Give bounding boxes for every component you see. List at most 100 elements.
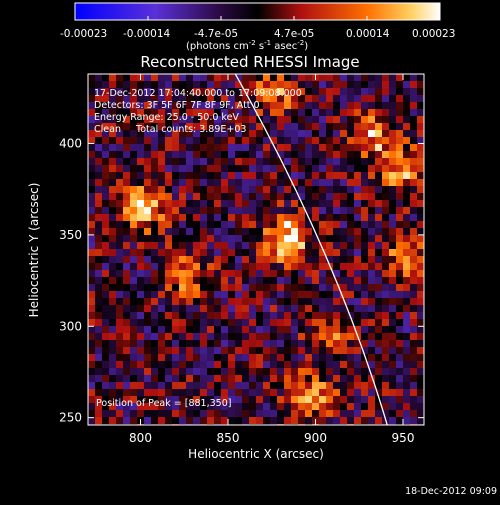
image-pixel — [291, 130, 298, 137]
image-pixel — [130, 242, 137, 249]
image-pixel — [130, 410, 137, 417]
image-pixel — [375, 172, 382, 179]
image-pixel — [270, 326, 277, 333]
image-pixel — [235, 214, 242, 221]
image-pixel — [95, 277, 102, 284]
image-pixel — [130, 102, 137, 109]
image-pixel — [389, 319, 396, 326]
image-pixel — [291, 284, 298, 291]
y-tick-label: 300 — [59, 319, 82, 333]
image-pixel — [326, 109, 333, 116]
image-pixel — [368, 361, 375, 368]
image-pixel — [305, 74, 312, 81]
image-pixel — [228, 249, 235, 256]
image-pixel — [109, 88, 116, 95]
image-pixel — [326, 403, 333, 410]
image-pixel — [242, 277, 249, 284]
image-pixel — [102, 130, 109, 137]
image-pixel — [270, 410, 277, 417]
image-pixel — [361, 235, 368, 242]
image-pixel — [291, 88, 298, 95]
image-pixel — [193, 144, 200, 151]
image-pixel — [284, 270, 291, 277]
image-pixel — [340, 242, 347, 249]
image-pixel — [347, 410, 354, 417]
image-pixel — [361, 95, 368, 102]
image-pixel — [207, 417, 214, 424]
image-pixel — [277, 298, 284, 305]
image-pixel — [361, 179, 368, 186]
image-pixel — [298, 389, 305, 396]
image-pixel — [326, 221, 333, 228]
image-pixel — [361, 123, 368, 130]
image-pixel — [193, 165, 200, 172]
image-pixel — [242, 347, 249, 354]
image-pixel — [249, 172, 256, 179]
image-pixel — [179, 326, 186, 333]
image-pixel — [368, 368, 375, 375]
image-pixel — [158, 340, 165, 347]
image-pixel — [270, 144, 277, 151]
image-pixel — [214, 319, 221, 326]
image-pixel — [410, 417, 417, 424]
image-pixel — [172, 291, 179, 298]
image-pixel — [305, 396, 312, 403]
image-pixel — [361, 172, 368, 179]
image-pixel — [319, 242, 326, 249]
image-pixel — [95, 291, 102, 298]
image-pixel — [144, 410, 151, 417]
image-pixel — [326, 270, 333, 277]
image-pixel — [333, 382, 340, 389]
image-pixel — [410, 375, 417, 382]
image-pixel — [270, 165, 277, 172]
image-pixel — [340, 186, 347, 193]
image-pixel — [200, 151, 207, 158]
image-pixel — [109, 116, 116, 123]
image-pixel — [354, 200, 361, 207]
image-pixel — [277, 228, 284, 235]
image-pixel — [228, 242, 235, 249]
image-pixel — [151, 137, 158, 144]
image-pixel — [417, 123, 424, 130]
image-pixel — [165, 326, 172, 333]
colorbar-tick-label: -4.7e-05 — [194, 28, 238, 40]
image-pixel — [214, 186, 221, 193]
image-pixel — [326, 291, 333, 298]
image-pixel — [158, 221, 165, 228]
image-pixel — [368, 410, 375, 417]
image-pixel — [326, 312, 333, 319]
image-pixel — [214, 403, 221, 410]
image-pixel — [235, 333, 242, 340]
image-pixel — [116, 81, 123, 88]
colorbar-tick-label: 0.00023 — [412, 28, 455, 40]
image-pixel — [228, 221, 235, 228]
image-pixel — [333, 151, 340, 158]
image-pixel — [319, 228, 326, 235]
image-pixel — [375, 158, 382, 165]
image-pixel — [242, 396, 249, 403]
image-pixel — [382, 228, 389, 235]
image-pixel — [116, 249, 123, 256]
image-pixel — [249, 291, 256, 298]
image-pixel — [354, 270, 361, 277]
image-pixel — [137, 137, 144, 144]
image-pixel — [382, 165, 389, 172]
image-pixel — [116, 207, 123, 214]
image-pixel — [151, 242, 158, 249]
image-pixel — [235, 102, 242, 109]
image-pixel — [158, 137, 165, 144]
image-pixel — [123, 270, 130, 277]
image-pixel — [179, 74, 186, 81]
image-pixel — [347, 326, 354, 333]
image-pixel — [361, 102, 368, 109]
image-pixel — [193, 102, 200, 109]
image-pixel — [221, 242, 228, 249]
image-pixel — [403, 172, 410, 179]
image-pixel — [207, 354, 214, 361]
image-pixel — [221, 214, 228, 221]
image-pixel — [410, 368, 417, 375]
image-pixel — [130, 270, 137, 277]
image-pixel — [221, 95, 228, 102]
image-pixel — [102, 207, 109, 214]
image-pixel — [109, 340, 116, 347]
